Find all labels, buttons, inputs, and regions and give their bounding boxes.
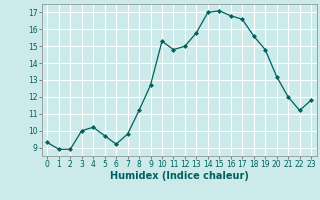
X-axis label: Humidex (Indice chaleur): Humidex (Indice chaleur) bbox=[110, 171, 249, 181]
